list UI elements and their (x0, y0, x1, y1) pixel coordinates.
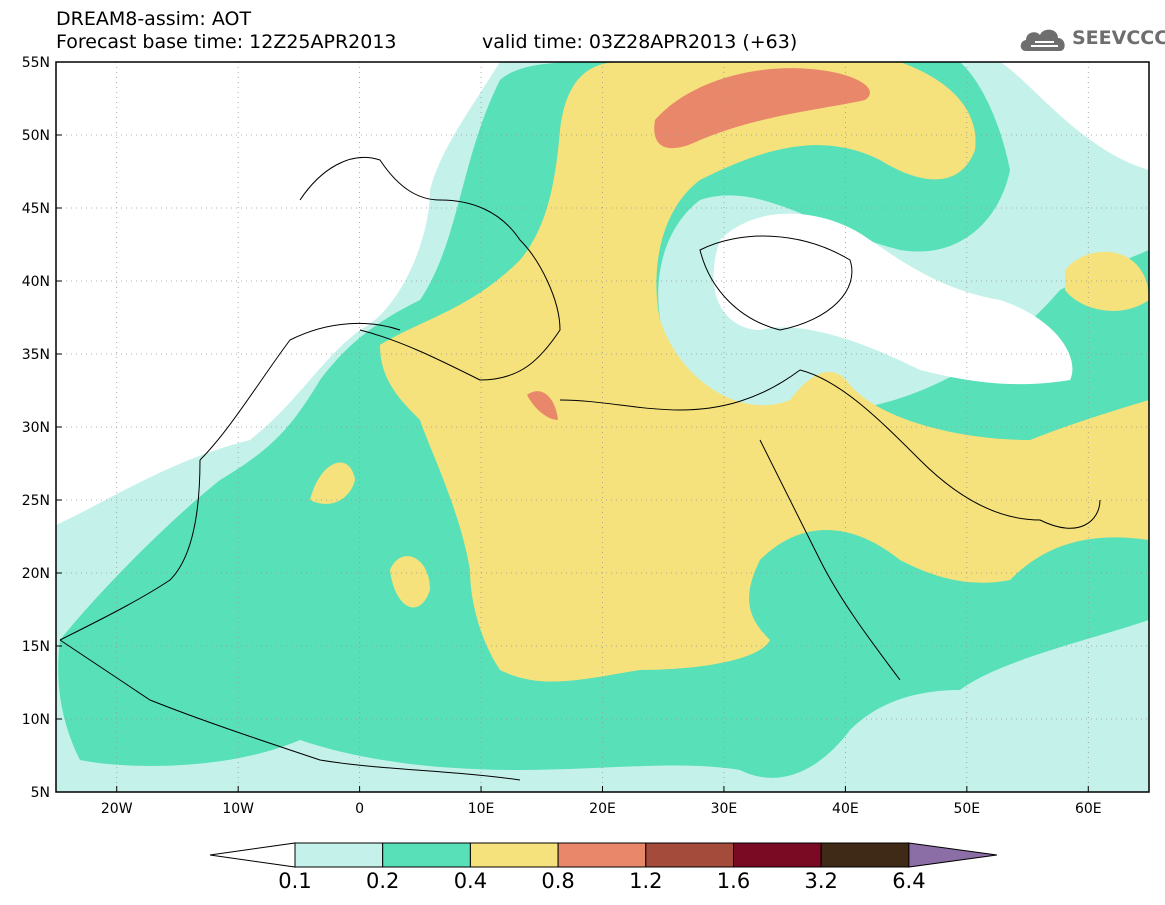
legend-value: 0.4 (453, 869, 488, 893)
legend-swatch (820, 842, 910, 868)
legend-value: 1.2 (629, 869, 663, 893)
legend-swatch (645, 842, 734, 868)
legend-swatch (294, 842, 384, 868)
aot-contour-0.4 (380, 62, 1149, 682)
latitude-labels: 55N 50N 45N 40N 35N 30N 25N 20N 15N 10N 5N (22, 55, 62, 801)
longitude-label: 40E (832, 801, 859, 817)
color-legend (209, 842, 997, 868)
coastlines (59, 156, 1101, 781)
legend-swatch (469, 842, 559, 868)
legend-arrow-low (209, 842, 296, 868)
latitude-label: 45N (22, 201, 50, 217)
legend-value: 0.8 (541, 869, 575, 893)
legend-value: 3.2 (804, 869, 838, 893)
longitude-label: 10W (222, 801, 254, 817)
legend-value: 6.4 (892, 869, 926, 893)
longitude-label: 30E (711, 801, 738, 817)
low-aot-area (713, 213, 1073, 385)
legend-value: 0.1 (278, 869, 312, 893)
aot-contour-0.4-blob (310, 462, 355, 504)
latitude-label: 10N (22, 712, 50, 728)
forecast-base-time: Forecast base time: 12Z25APR2013 (56, 31, 397, 53)
cloud-icon (1020, 29, 1065, 51)
aot-contour-0.4-blob (390, 556, 430, 608)
legend-value: 1.6 (716, 869, 751, 893)
aot-contour-0.8 (654, 68, 870, 149)
longitude-label: 50E (953, 801, 980, 817)
latitude-label: 25N (22, 493, 50, 509)
latitude-label: 55N (22, 55, 50, 71)
grid-lines (56, 62, 1149, 792)
valid-time: valid time: 03Z28APR2013 (+63) (482, 31, 798, 53)
latitude-label: 50N (22, 128, 50, 144)
latitude-label: 20N (22, 566, 50, 582)
latitude-label: 40N (22, 274, 50, 290)
legend-value: 0.2 (365, 869, 400, 893)
longitude-label: 20W (101, 801, 133, 817)
latitude-label: 30N (22, 420, 50, 436)
legend-swatch (557, 842, 647, 868)
longitude-label: 0 (355, 801, 364, 817)
latitude-label: 35N (22, 347, 50, 363)
legend-swatch (733, 842, 822, 868)
legend-arrow-high (908, 842, 997, 868)
latitude-label: 15N (22, 639, 50, 655)
longitude-label: 10E (468, 801, 495, 817)
aot-contour-0.8-blob (527, 391, 558, 420)
seevccc-logo: SEEVCCC (1018, 23, 1165, 55)
map-title: DREAM8-assim: AOT (56, 8, 252, 30)
longitude-label: 20E (589, 801, 616, 817)
logo-text: SEEVCCC (1072, 27, 1165, 49)
legend-swatch (382, 842, 471, 868)
longitude-labels: 20W 10W 0 10E 20E 30E 40E 50E 60E (101, 786, 1102, 817)
longitude-label: 60E (1075, 801, 1102, 817)
latitude-label: 5N (31, 785, 50, 801)
